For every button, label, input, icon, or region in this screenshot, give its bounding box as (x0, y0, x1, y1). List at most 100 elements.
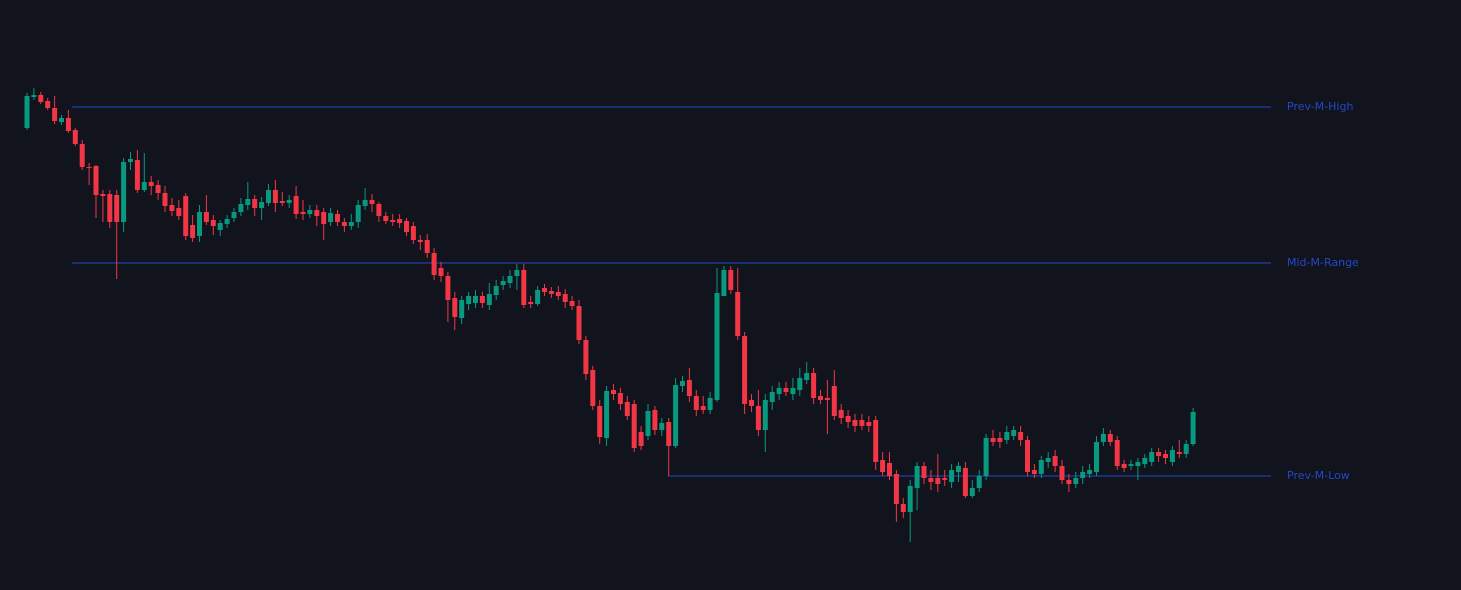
candle-body (1025, 440, 1030, 472)
candle-body (880, 460, 886, 472)
candle-body (369, 200, 375, 204)
candle-body (1107, 434, 1113, 442)
candle-body (838, 410, 844, 418)
candle-body (1142, 458, 1148, 464)
candle-body (1128, 464, 1134, 466)
candle-body (1149, 452, 1155, 462)
candle-body (486, 294, 492, 305)
candle-body (183, 196, 189, 236)
candle-body (1031, 470, 1037, 474)
candle-body (1018, 432, 1024, 440)
candle-body (624, 402, 630, 416)
candle-body (121, 162, 127, 222)
candle-body (790, 388, 796, 394)
candle-body (693, 396, 699, 410)
candle-body (65, 118, 71, 131)
candle-body (728, 270, 734, 290)
candle-body (169, 205, 175, 211)
candle-body (279, 201, 285, 203)
candle-body (769, 392, 775, 402)
candle-body (997, 438, 1003, 442)
candle-body (100, 194, 106, 196)
candle-body (45, 101, 51, 108)
candle-body (231, 212, 237, 218)
candle-body (597, 406, 603, 437)
candle-body (328, 213, 334, 222)
level-label: Mid-M-Range (1287, 256, 1359, 269)
candle-body (341, 222, 347, 226)
candle-body (749, 400, 754, 406)
candle-body (479, 296, 485, 303)
candle-body (824, 398, 830, 400)
candle-body (631, 404, 637, 448)
candle-body (583, 340, 589, 374)
candle-body (666, 422, 672, 446)
candle-body (818, 396, 823, 400)
candle-body (845, 416, 851, 422)
candle-body (148, 182, 154, 186)
candle-body (866, 422, 872, 426)
candle-body (438, 268, 444, 276)
candle-body (155, 185, 161, 193)
candle-body (210, 220, 216, 226)
candle-body (755, 406, 761, 430)
candle-body (452, 298, 458, 317)
candle-body (224, 219, 230, 224)
candle-body (252, 199, 258, 208)
candle-body (1087, 470, 1093, 474)
candle-body (162, 193, 168, 206)
candle-body (1038, 460, 1044, 474)
candle-body (1176, 452, 1182, 454)
candle-body (659, 423, 665, 430)
candle-body (907, 486, 913, 512)
candle-body (742, 336, 748, 404)
candle-body (1080, 472, 1086, 478)
candle-body (1169, 450, 1175, 462)
candle-body (272, 190, 278, 203)
candle-body (86, 167, 92, 168)
candle-body (1011, 430, 1017, 436)
candle-body (542, 288, 547, 292)
candle-body (604, 391, 610, 438)
level-label: Prev-M-Low (1287, 469, 1350, 482)
candle-body (535, 290, 541, 304)
candle-body (969, 488, 975, 496)
candle-body (190, 225, 196, 238)
candle-body (259, 202, 265, 208)
candle-body (1163, 454, 1168, 458)
candle-body (197, 212, 202, 236)
candle-body (1045, 458, 1051, 462)
candle-body (514, 270, 520, 276)
candle-body (562, 294, 568, 302)
candle-body (410, 226, 416, 240)
candle-body (569, 301, 575, 306)
candle-body (383, 216, 389, 221)
level-label: Prev-M-High (1287, 100, 1353, 113)
candle-body (128, 159, 133, 162)
candle-body (900, 504, 906, 512)
candle-body (638, 432, 644, 446)
candle-body (52, 108, 58, 121)
candle-body (652, 410, 658, 430)
candle-body (921, 466, 927, 478)
candle-body (203, 212, 209, 222)
candle-body (1156, 452, 1162, 456)
candle-body (114, 195, 120, 222)
candle-body (680, 381, 685, 386)
candle-body (521, 270, 527, 305)
candle-body (797, 378, 803, 390)
candle-body (459, 300, 465, 318)
candle-body (473, 296, 478, 303)
candle-body (783, 388, 789, 392)
candle-body (776, 388, 782, 394)
candle-body (266, 190, 271, 203)
candle-body (500, 281, 506, 285)
candle-body (355, 205, 361, 222)
candle-body (735, 292, 741, 336)
candle-body (914, 466, 920, 488)
candle-body (466, 296, 472, 304)
candle-body (873, 420, 879, 462)
candle-body (293, 196, 299, 214)
candle-body (286, 200, 292, 203)
